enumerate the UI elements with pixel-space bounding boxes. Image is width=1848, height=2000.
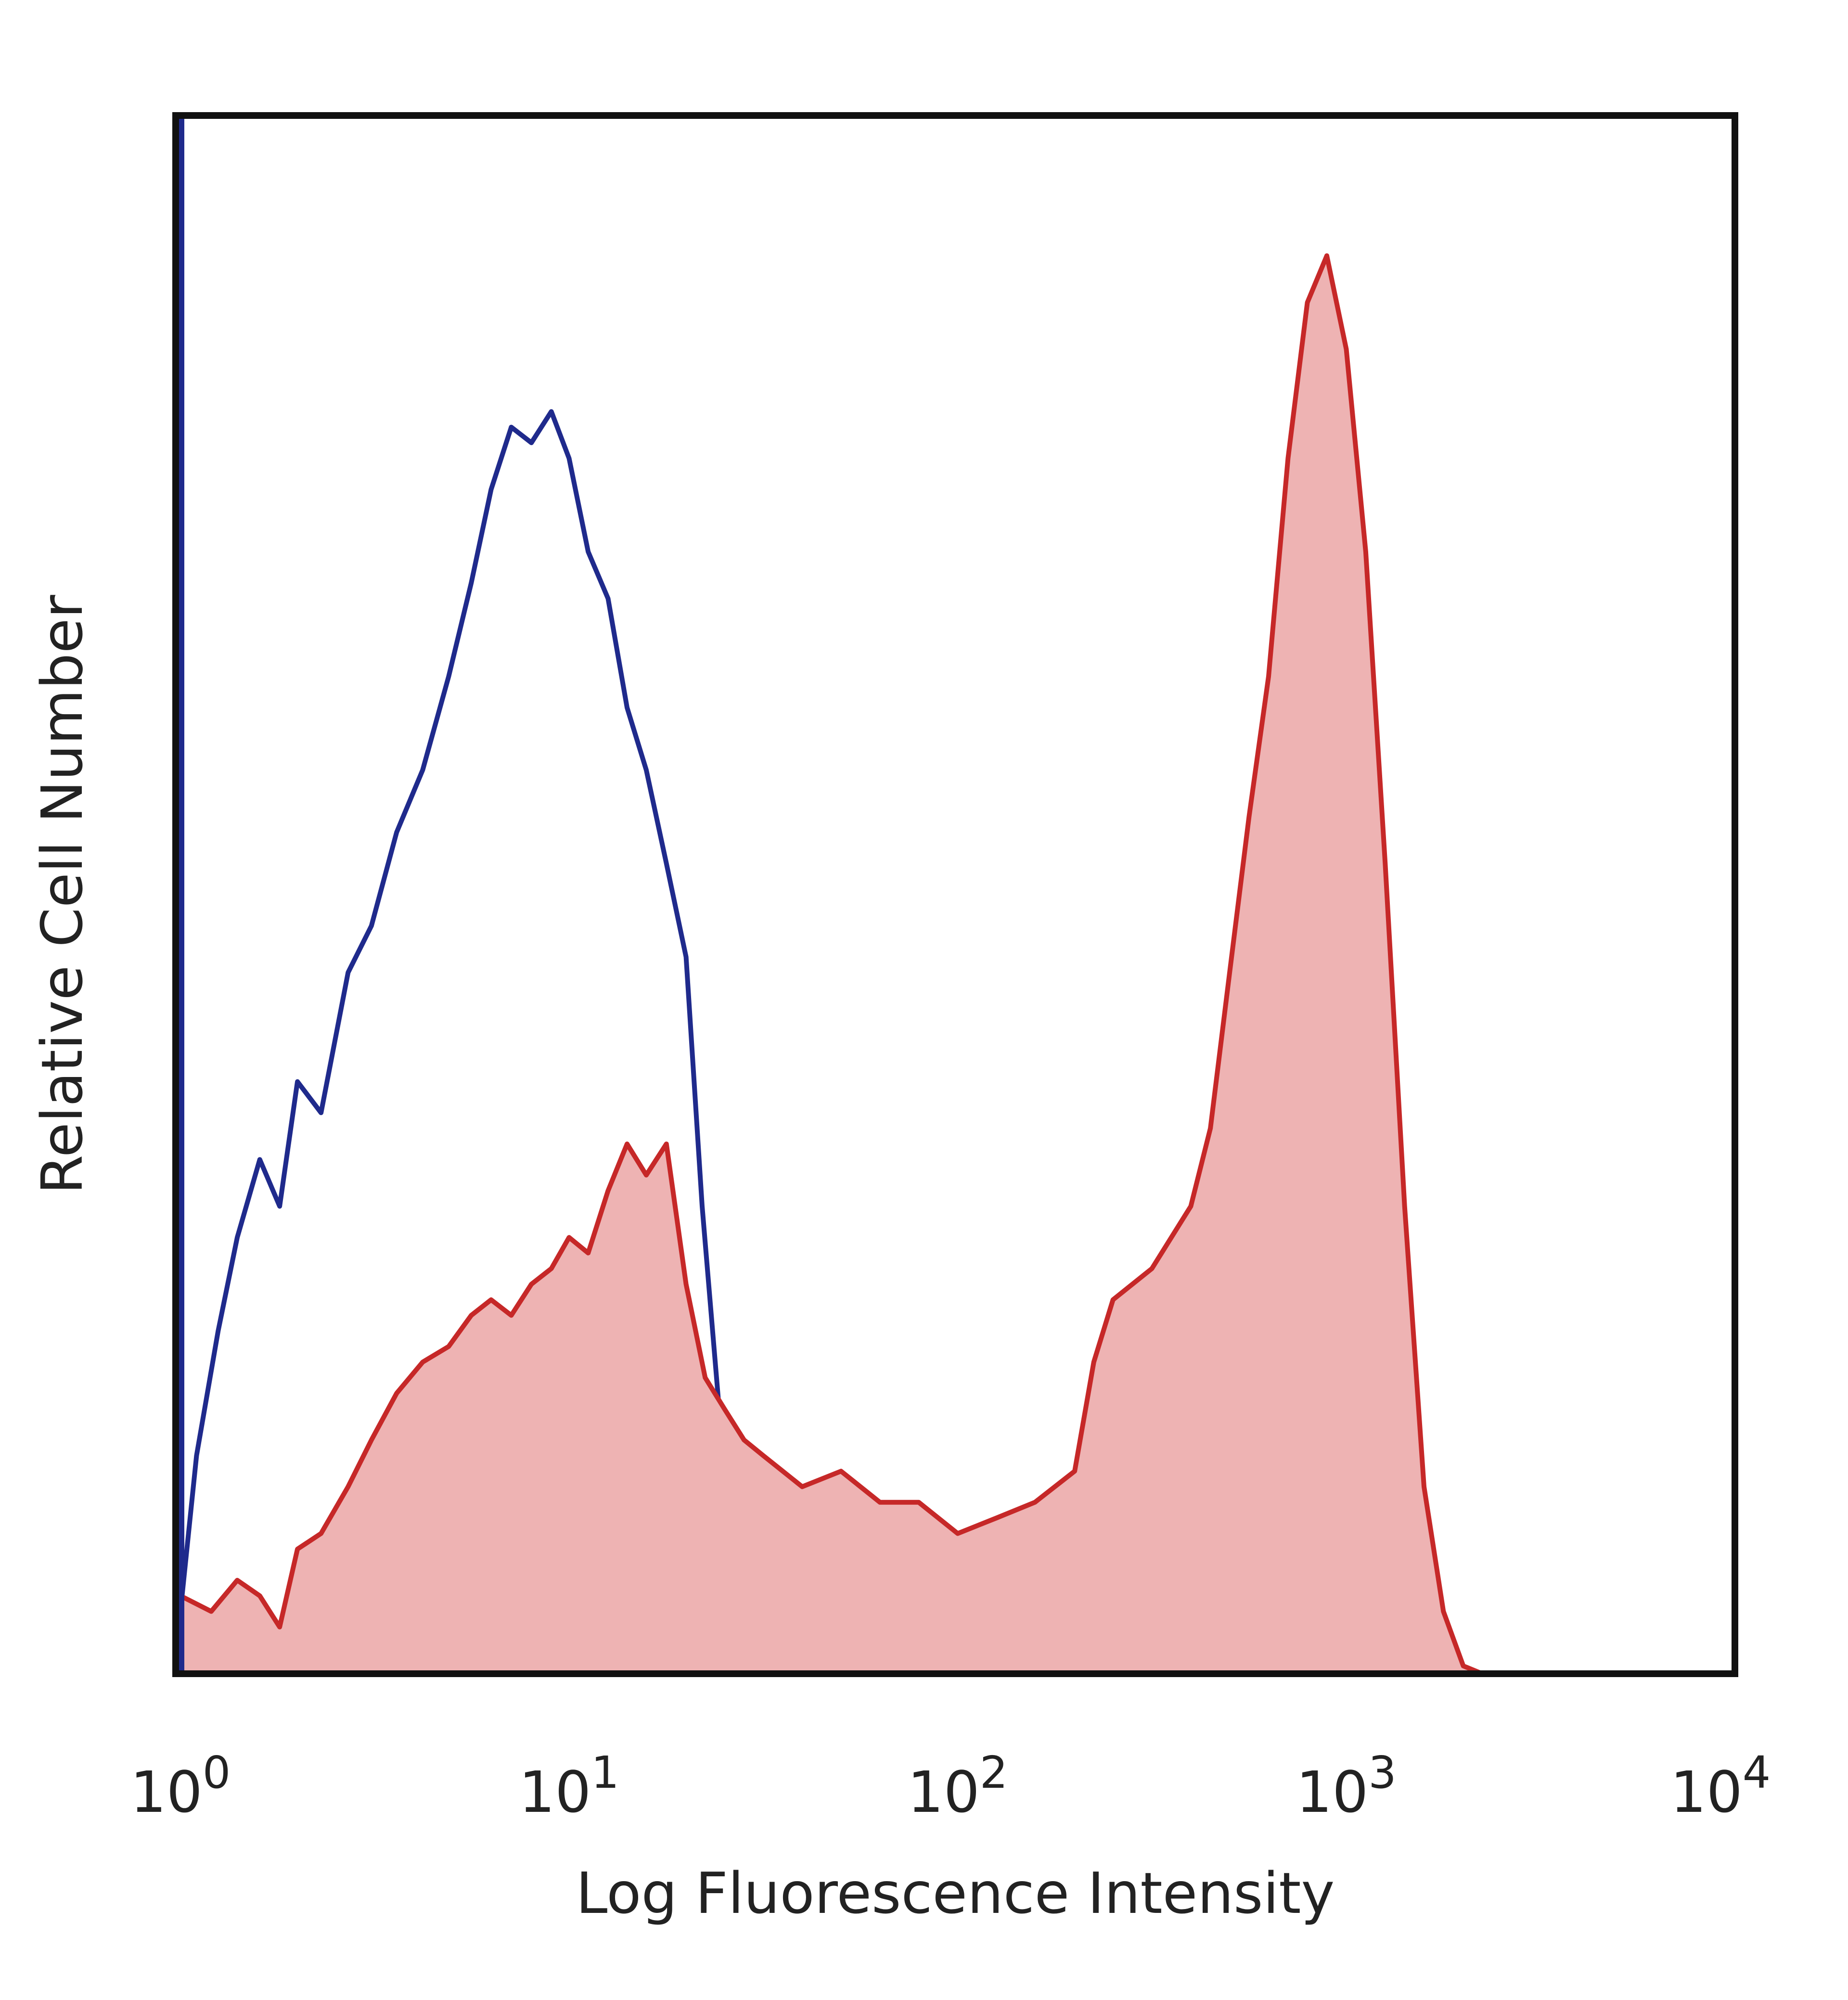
plot-area: [172, 112, 1738, 1677]
histogram-line-2: [179, 253, 1735, 1676]
x-tick-label: 103: [1296, 1747, 1397, 1825]
x-tick-label: 104: [1670, 1747, 1771, 1825]
plot-frame: [172, 112, 1738, 1677]
x-axis-title: Log Fluorescence Intensity: [576, 1860, 1335, 1926]
y-axis-title: Relative Cell Number: [29, 595, 95, 1194]
x-tick-label: 101: [519, 1747, 619, 1825]
x-tick-label: 102: [908, 1747, 1008, 1825]
histogram-fill-2: [180, 256, 1735, 1674]
x-tick-label: 100: [130, 1747, 231, 1825]
x-tick-labels: 100 101 102 103 104: [130, 1747, 1771, 1825]
series-layer: [178, 253, 1735, 1676]
